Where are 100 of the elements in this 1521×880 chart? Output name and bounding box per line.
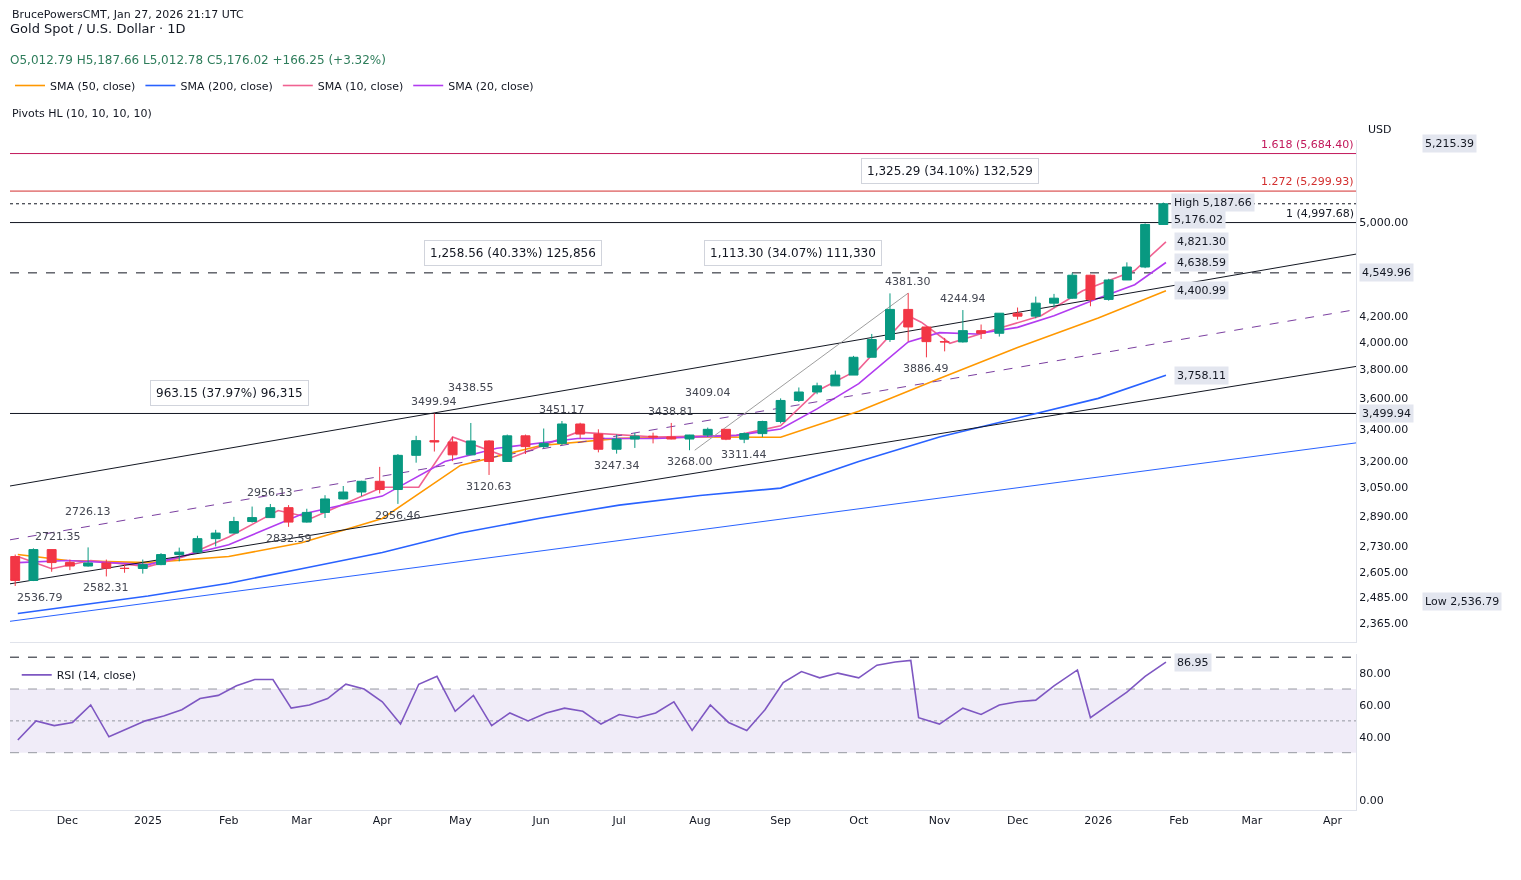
candlestick — [648, 432, 659, 444]
candlestick — [939, 337, 950, 352]
candlestick — [64, 559, 75, 571]
text: Low 2,536.79 — [1425, 595, 1500, 608]
candlestick — [957, 309, 968, 344]
annotation: 4,821.30 — [1177, 235, 1226, 248]
annotation: 3438.55 — [448, 381, 494, 394]
x-tick-label: Apr — [372, 814, 393, 828]
candlestick — [447, 436, 458, 462]
annotation: 3886.49 — [903, 362, 949, 375]
y-tick-label: 3,600.00 — [1359, 392, 1409, 406]
x-tick-label: Feb — [218, 814, 239, 828]
text: USD — [1368, 123, 1392, 136]
candlestick — [575, 422, 586, 440]
ref-line-label: 1 (4,997.68) — [1286, 207, 1355, 220]
y-tick-label: 2,485.00 — [1359, 590, 1409, 604]
text: Pivots HL (10, 10, 10, 10) — [12, 107, 152, 120]
candlestick — [830, 370, 841, 387]
candlestick — [1158, 202, 1169, 226]
y-tick-label: 3,050.00 — [1359, 481, 1409, 495]
annotation: 1,258.56 (40.33%) 125,856 — [430, 246, 596, 260]
x-tick-label: Aug — [689, 814, 711, 828]
candlestick — [1049, 293, 1059, 309]
x-tick-label: Jun — [531, 814, 550, 828]
ref-line-label: 1.618 (5,684.40) — [1261, 138, 1354, 151]
annotation: 2536.79 — [17, 591, 63, 604]
y-tick-label: 80.00 — [1359, 666, 1391, 680]
candlestick — [976, 324, 987, 340]
legend-label: SMA (50, close) — [50, 79, 136, 93]
candlestick — [411, 435, 422, 464]
chart-title: Gold Spot / U.S. Dollar · 1D — [10, 21, 186, 37]
annotation: 5,176.02 — [1174, 213, 1223, 226]
annotation: 2582.31 — [83, 581, 129, 594]
annotation: 963.15 (37.97%) 96,315 — [156, 386, 303, 400]
annotation: 4381.30 — [885, 275, 931, 288]
y-tick-label: 3,800.00 — [1359, 363, 1409, 377]
candlestick — [210, 529, 221, 547]
candlestick — [629, 432, 640, 449]
candlestick — [283, 504, 294, 528]
x-tick-label: May — [449, 814, 473, 828]
candlestick — [1085, 274, 1096, 307]
candlestick — [265, 503, 276, 519]
y-tick-label: 2,365.00 — [1359, 617, 1409, 631]
candlestick — [812, 382, 823, 395]
candlestick — [502, 434, 513, 462]
candlestick — [1012, 307, 1023, 321]
candlestick — [28, 547, 39, 582]
x-tick-label: Feb — [1169, 814, 1189, 828]
candlestick — [338, 485, 349, 500]
candlestick — [1121, 261, 1132, 281]
x-tick-label: Mar — [1241, 814, 1263, 828]
candlestick — [374, 466, 385, 494]
candlestick — [994, 312, 1005, 338]
candlestick — [702, 427, 713, 438]
text: 5,215.39 — [1425, 137, 1474, 150]
candlestick — [465, 422, 476, 456]
x-tick-label: Jul — [611, 814, 626, 828]
candlestick — [174, 547, 185, 562]
annotation: 3451.17 — [539, 403, 585, 416]
y-tick-label: 2,730.00 — [1359, 540, 1409, 554]
candlestick — [1140, 222, 1151, 269]
y-tick-label: 5,000.00 — [1359, 216, 1409, 230]
annotation: 4244.94 — [940, 292, 986, 305]
x-tick-label: Sep — [770, 814, 792, 828]
annotation: 4,400.99 — [1177, 284, 1226, 297]
candlestick — [484, 439, 495, 476]
candlestick — [320, 494, 330, 519]
ref-line-label: 1.272 (5,299.93) — [1261, 175, 1354, 188]
legend-label: SMA (20, close) — [448, 79, 534, 93]
annotation: 4,549.96 — [1362, 266, 1411, 279]
candlestick — [903, 292, 914, 342]
candlestick — [228, 516, 239, 534]
annotation: 86.95 — [1177, 656, 1209, 669]
annotation: 3268.00 — [667, 455, 713, 468]
annotation: 3499.94 — [411, 395, 457, 408]
candlestick — [301, 508, 312, 524]
x-tick-label: Mar — [291, 814, 313, 828]
y-tick-label: 3,400.00 — [1359, 422, 1409, 436]
annotation: 3,758.11 — [1177, 369, 1226, 382]
candlestick — [137, 559, 148, 575]
annotation: 2956.13 — [247, 486, 293, 499]
candlestick — [356, 480, 367, 497]
x-tick-label: Dec — [56, 814, 78, 828]
annotation: 3,499.94 — [1362, 407, 1411, 420]
candlestick — [793, 386, 804, 403]
candlestick — [429, 412, 440, 453]
annotation: 4,638.59 — [1177, 256, 1226, 269]
y-tick-label: 4,200.00 — [1359, 309, 1409, 323]
candlestick — [101, 559, 112, 577]
candlestick — [156, 552, 166, 566]
y-tick-label: 40.00 — [1359, 730, 1391, 744]
text: BrucePowersCMT, Jan 27, 2026 21:17 UTC — [12, 8, 244, 21]
annotation: 2721.35 — [35, 530, 81, 543]
candlestick — [757, 420, 768, 438]
candlestick — [885, 292, 895, 343]
x-tick-label: 2025 — [133, 814, 162, 828]
candlestick — [921, 326, 932, 358]
candlestick — [10, 554, 21, 587]
candlestick — [392, 453, 403, 505]
annotation: 3409.04 — [685, 386, 731, 399]
